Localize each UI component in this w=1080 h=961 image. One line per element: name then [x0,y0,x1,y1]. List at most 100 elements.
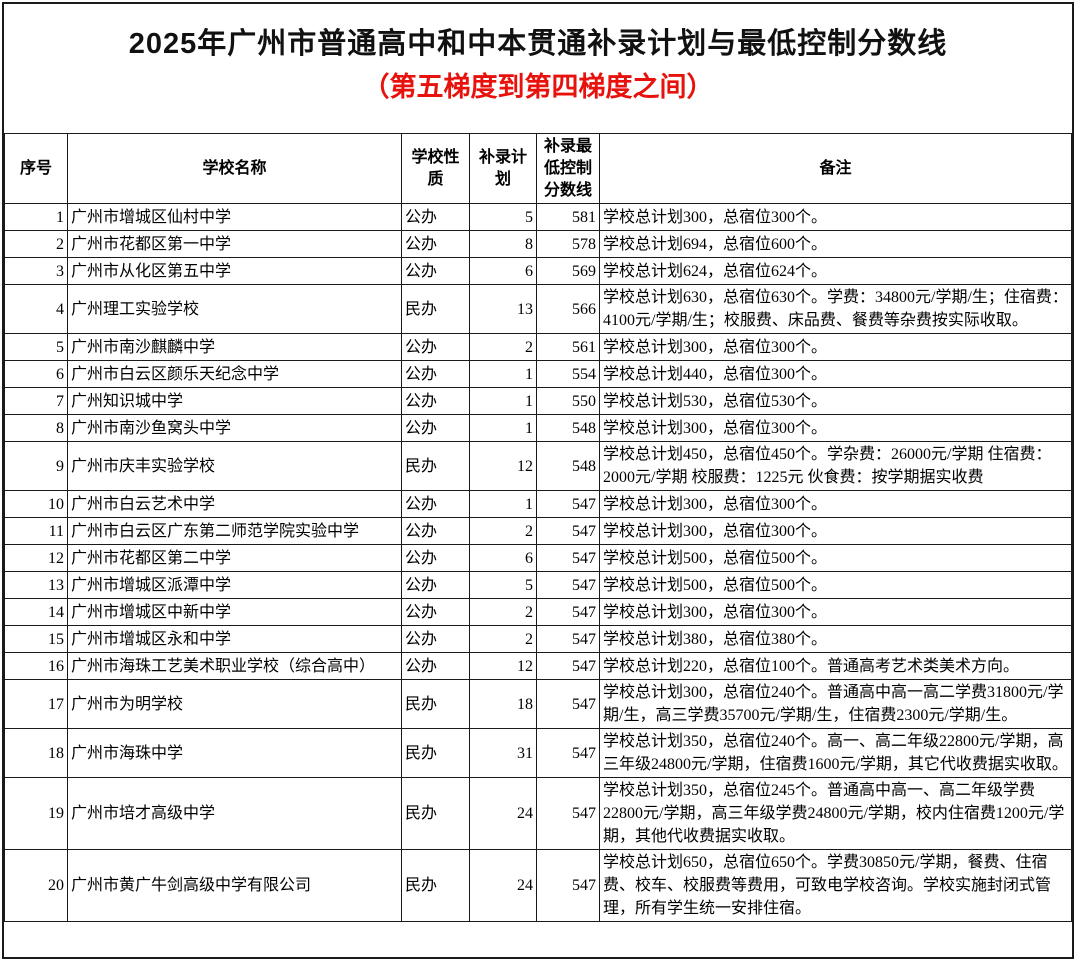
score-cell: 581 [536,203,600,231]
col-header-plan: 补录计划 [469,133,537,204]
seq-cell: 18 [4,728,68,778]
seq-cell: 15 [4,625,68,653]
seq-cell: 6 [4,360,68,388]
table-row: 13 广州市增城区派潭中学 公办 5 547 学校总计划500，总宿位500个。 [4,571,1072,599]
remark-cell: 学校总计划300，总宿位240个。普通高中高一高二学费31800元/学期/生，高… [599,679,1072,729]
school-name-cell: 广州市白云区广东第二师范学院实验中学 [67,517,402,545]
plan-cell: 1 [469,490,537,518]
school-name-cell: 广州市增城区中新中学 [67,598,402,626]
school-type-cell: 公办 [401,360,470,388]
remark-cell: 学校总计划350，总宿位245个。普通高中高一、高二年级学费22800元/学期，… [599,777,1072,850]
seq-cell: 3 [4,257,68,285]
seq-cell: 8 [4,414,68,442]
plan-cell: 5 [469,571,537,599]
plan-cell: 2 [469,625,537,653]
table-row: 19 广州市培才高级中学 民办 24 547 学校总计划350，总宿位245个。普通高中高… [4,777,1072,850]
score-cell: 547 [536,652,600,680]
school-type-cell: 公办 [401,544,470,572]
plan-cell: 5 [469,203,537,231]
school-name-cell: 广州市为明学校 [67,679,402,729]
remark-cell: 学校总计划500，总宿位500个。 [599,571,1072,599]
seq-cell: 13 [4,571,68,599]
remark-cell: 学校总计划300，总宿位300个。 [599,203,1072,231]
plan-cell: 24 [469,849,537,922]
score-cell: 547 [536,490,600,518]
col-header-remark: 备注 [599,133,1072,204]
remark-cell: 学校总计划380，总宿位380个。 [599,625,1072,653]
school-name-cell: 广州市增城区永和中学 [67,625,402,653]
plan-cell: 2 [469,517,537,545]
school-type-cell: 公办 [401,490,470,518]
table-row: 5 广州市南沙麒麟中学 公办 2 561 学校总计划300，总宿位300个。 [4,333,1072,361]
remark-cell: 学校总计划624，总宿位624个。 [599,257,1072,285]
seq-cell: 4 [4,284,68,334]
school-name-cell: 广州理工实验学校 [67,284,402,334]
score-cell: 547 [536,571,600,599]
table-row: 15 广州市增城区永和中学 公办 2 547 学校总计划380，总宿位380个。 [4,625,1072,653]
school-type-cell: 公办 [401,203,470,231]
school-type-cell: 公办 [401,414,470,442]
plan-cell: 13 [469,284,537,334]
remark-cell: 学校总计划650，总宿位650个。学费30850元/学期，餐费、住宿费、校车、校… [599,849,1072,922]
score-cell: 561 [536,333,600,361]
plan-cell: 6 [469,257,537,285]
remark-cell: 学校总计划440，总宿位300个。 [599,360,1072,388]
table-row: 12 广州市花都区第二中学 公办 6 547 学校总计划500，总宿位500个。 [4,544,1072,572]
table-row: 6 广州市白云区颜乐天纪念中学 公办 1 554 学校总计划440，总宿位300个。 [4,360,1072,388]
header-row: 序号 学校名称 学校性质 补录计划 补录最低控制分数线 备注 [4,133,1072,204]
score-cell: 547 [536,728,600,778]
admission-table: 序号 学校名称 学校性质 补录计划 补录最低控制分数线 备注 1 广州市增城区仙村… [4,133,1072,922]
remark-cell: 学校总计划300，总宿位300个。 [599,414,1072,442]
seq-cell: 9 [4,441,68,491]
school-name-cell: 广州市培才高级中学 [67,777,402,850]
table-header: 序号 学校名称 学校性质 补录计划 补录最低控制分数线 备注 [4,133,1072,204]
score-cell: 566 [536,284,600,334]
school-name-cell: 广州市增城区派潭中学 [67,571,402,599]
table-row: 10 广州市白云艺术中学 公办 1 547 学校总计划300，总宿位300个。 [4,490,1072,518]
seq-cell: 7 [4,387,68,415]
school-type-cell: 公办 [401,598,470,626]
col-header-seq: 序号 [4,133,68,204]
school-type-cell: 民办 [401,728,470,778]
school-name-cell: 广州市海珠中学 [67,728,402,778]
remark-cell: 学校总计划450，总宿位450个。学杂费：26000元/学期 住宿费：2000元… [599,441,1072,491]
plan-cell: 2 [469,333,537,361]
score-cell: 548 [536,441,600,491]
remark-cell: 学校总计划220，总宿位100个。普通高考艺术类美术方向。 [599,652,1072,680]
score-cell: 550 [536,387,600,415]
school-name-cell: 广州市白云区颜乐天纪念中学 [67,360,402,388]
plan-cell: 12 [469,441,537,491]
seq-cell: 16 [4,652,68,680]
seq-cell: 20 [4,849,68,922]
school-name-cell: 广州市庆丰实验学校 [67,441,402,491]
remark-cell: 学校总计划300，总宿位300个。 [599,598,1072,626]
school-name-cell: 广州市花都区第一中学 [67,230,402,258]
seq-cell: 19 [4,777,68,850]
plan-cell: 31 [469,728,537,778]
school-type-cell: 民办 [401,284,470,334]
school-type-cell: 公办 [401,333,470,361]
school-type-cell: 民办 [401,441,470,491]
score-cell: 547 [536,625,600,653]
title-block: 2025年广州市普通高中和中本贯通补录计划与最低控制分数线 （第五梯度到第四梯度… [4,4,1072,133]
seq-cell: 10 [4,490,68,518]
school-name-cell: 广州市花都区第二中学 [67,544,402,572]
seq-cell: 11 [4,517,68,545]
score-cell: 569 [536,257,600,285]
school-name-cell: 广州知识城中学 [67,387,402,415]
school-name-cell: 广州市南沙麒麟中学 [67,333,402,361]
table-row: 9 广州市庆丰实验学校 民办 12 548 学校总计划450，总宿位450个。学杂费：26… [4,441,1072,491]
remark-cell: 学校总计划300，总宿位300个。 [599,333,1072,361]
plan-cell: 6 [469,544,537,572]
school-type-cell: 公办 [401,257,470,285]
table-row: 1 广州市增城区仙村中学 公办 5 581 学校总计划300，总宿位300个。 [4,203,1072,231]
school-name-cell: 广州市增城区仙村中学 [67,203,402,231]
seq-cell: 2 [4,230,68,258]
remark-cell: 学校总计划500，总宿位500个。 [599,544,1072,572]
seq-cell: 12 [4,544,68,572]
school-type-cell: 公办 [401,230,470,258]
plan-cell: 2 [469,598,537,626]
col-header-name: 学校名称 [67,133,402,204]
table-row: 3 广州市从化区第五中学 公办 6 569 学校总计划624，总宿位624个。 [4,257,1072,285]
